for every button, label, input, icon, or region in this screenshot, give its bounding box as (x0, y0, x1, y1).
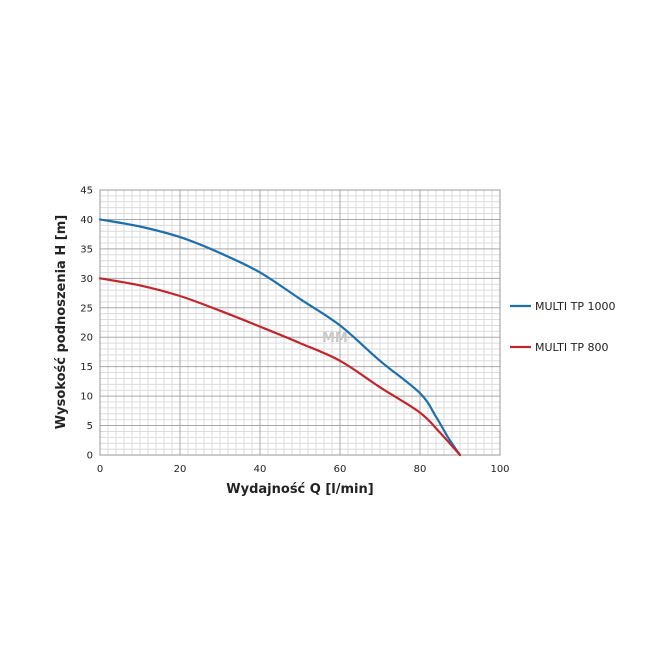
legend: MULTI TP 1000 MULTI TP 800 (510, 300, 615, 354)
y-tick-labels: 0 5 10 15 20 25 30 35 40 45 (80, 186, 93, 462)
legend-label-1: MULTI TP 1000 (535, 300, 615, 313)
series-line-2 (98, 277, 462, 457)
watermark: MM (322, 331, 348, 346)
x-tick-labels: 0 20 40 60 80 100 (97, 464, 510, 475)
y-tick-label: 5 (87, 421, 93, 432)
series-lines (98, 218, 462, 457)
plot-border (99, 189, 501, 456)
legend-label-2: MULTI TP 800 (535, 341, 608, 354)
x-tick-label: 80 (414, 464, 427, 475)
y-tick-label: 10 (80, 392, 93, 403)
x-tick-label: 60 (334, 464, 347, 475)
y-tick-label: 25 (80, 303, 93, 314)
y-tick-label: 40 (80, 215, 93, 226)
y-tick-label: 15 (80, 362, 93, 373)
y-tick-label: 20 (80, 333, 93, 344)
x-tick-label: 0 (97, 464, 103, 475)
x-tick-label: 100 (490, 464, 509, 475)
y-axis-title: Wysokość podnoszenia H [m] (54, 215, 69, 429)
y-tick-label: 35 (80, 244, 93, 255)
x-tick-label: 40 (254, 464, 267, 475)
x-axis-title: Wydajność Q [l/min] (226, 482, 373, 497)
y-tick-label: 45 (80, 186, 93, 197)
y-tick-label: 30 (80, 274, 93, 285)
x-tick-label: 20 (174, 464, 187, 475)
series-line-1 (98, 218, 462, 457)
y-tick-label: 0 (87, 451, 93, 462)
